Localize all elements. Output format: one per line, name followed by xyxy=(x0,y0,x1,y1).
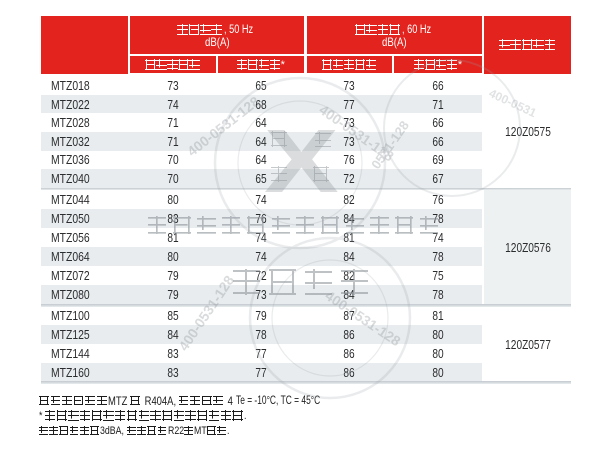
svg-text:400-0531-128: 400-0531-128 xyxy=(184,93,263,159)
svg-text:400-0531-128: 400-0531-128 xyxy=(322,287,403,349)
svg-text:X: X xyxy=(264,112,339,212)
svg-text:400-0531-128: 400-0531-128 xyxy=(175,272,237,353)
svg-text:400-0531: 400-0531 xyxy=(487,86,539,120)
